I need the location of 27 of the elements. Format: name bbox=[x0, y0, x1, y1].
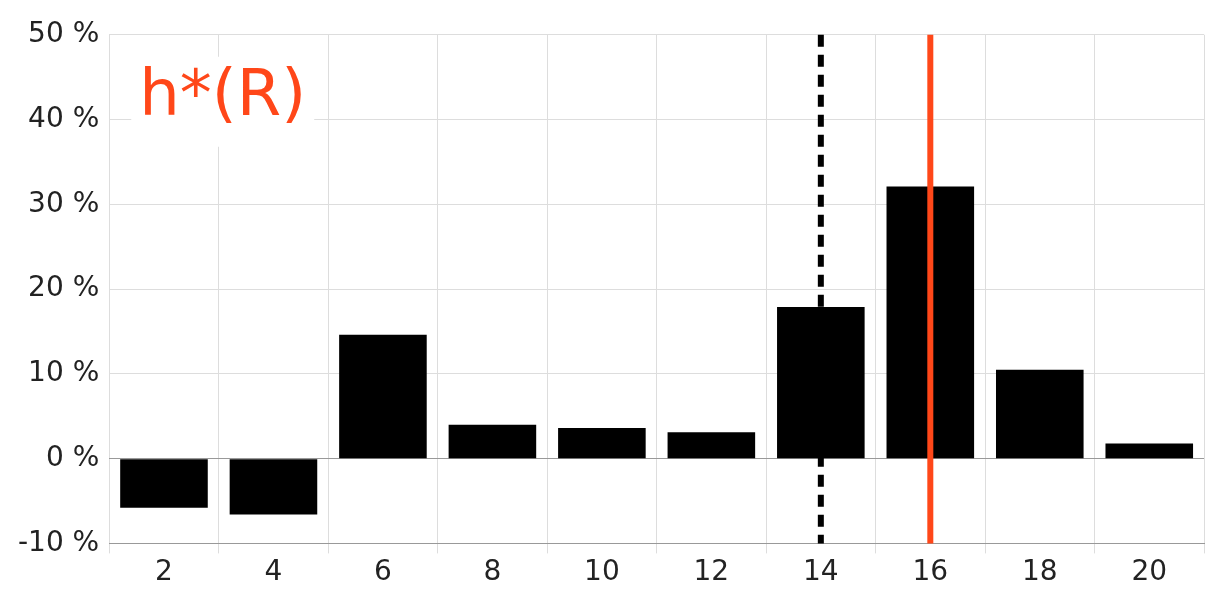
bar bbox=[120, 459, 208, 508]
y-tick-label: -10 % bbox=[17, 524, 100, 558]
x-tick-label: 4 bbox=[264, 554, 283, 588]
x-tick-label: 18 bbox=[1021, 554, 1058, 588]
y-tick-label: 20 % bbox=[28, 270, 100, 304]
bar bbox=[667, 432, 756, 459]
bar bbox=[1105, 443, 1194, 459]
bar bbox=[339, 334, 427, 459]
y-tick-label: 50 % bbox=[28, 16, 100, 50]
bar bbox=[448, 424, 537, 459]
bar bbox=[886, 186, 975, 459]
y-tick-label: 10 % bbox=[28, 355, 100, 389]
bar bbox=[558, 428, 646, 459]
y-tick-label: 30 % bbox=[28, 185, 100, 219]
bar bbox=[229, 459, 318, 515]
x-tick-label: 12 bbox=[693, 554, 730, 588]
x-tick-label: 16 bbox=[912, 554, 949, 588]
x-tick-label: 6 bbox=[374, 554, 392, 588]
annotation: h*(R) bbox=[139, 56, 307, 131]
x-tick-label: 20 bbox=[1131, 554, 1168, 588]
bar bbox=[996, 369, 1084, 459]
y-tick-label: 0 % bbox=[45, 439, 100, 473]
x-tick-label: 14 bbox=[803, 554, 839, 588]
x-tick-label: 10 bbox=[584, 554, 620, 588]
x-tick-label: 8 bbox=[483, 554, 502, 588]
y-tick-label: 40 % bbox=[28, 100, 100, 134]
x-tick-label: 2 bbox=[155, 554, 173, 588]
